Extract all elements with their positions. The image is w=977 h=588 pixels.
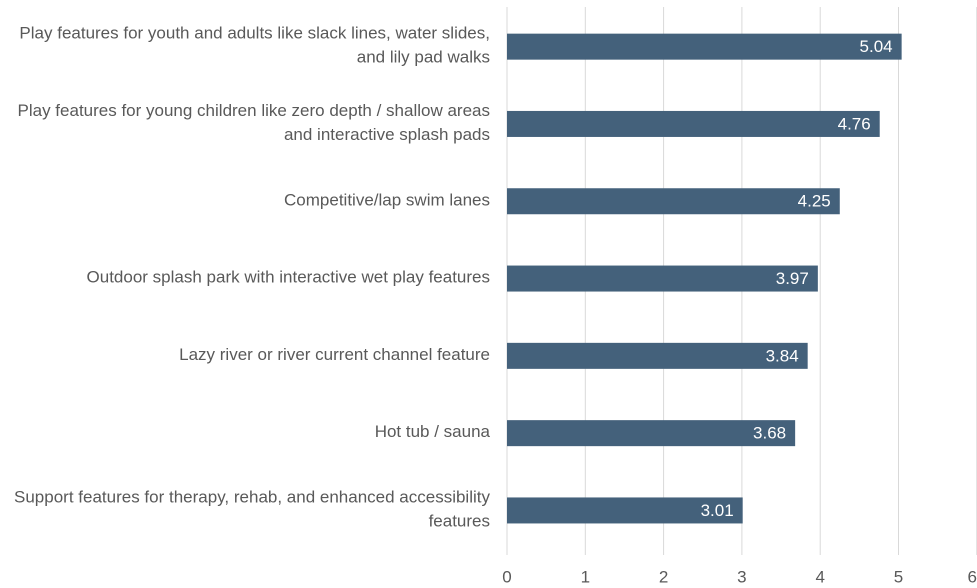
- data-label: 4.76: [838, 114, 871, 133]
- x-tick-label: 2: [659, 567, 668, 586]
- category-label: Play features for youth and adults like …: [19, 24, 490, 67]
- x-tick-label: 4: [815, 567, 824, 586]
- category-label: Support features for therapy, rehab, and…: [14, 488, 490, 531]
- data-label: 3.01: [701, 501, 734, 520]
- x-tick-label: 6: [968, 567, 977, 586]
- bar: [507, 420, 796, 447]
- bar: [507, 188, 840, 215]
- x-tick-label: 5: [894, 567, 903, 586]
- category-label: Competitive/lap swim lanes: [284, 191, 490, 210]
- bar: [507, 265, 818, 292]
- category-label: Lazy river or river current channel feat…: [179, 345, 490, 364]
- category-label: Hot tub / sauna: [375, 423, 491, 442]
- category-label: Outdoor splash park with interactive wet…: [87, 268, 490, 287]
- data-label: 3.97: [776, 269, 809, 288]
- x-tick-label: 1: [581, 567, 590, 586]
- data-label: 3.84: [766, 346, 799, 365]
- data-label: 3.68: [753, 424, 786, 443]
- bar: [507, 497, 743, 524]
- data-label: 5.04: [860, 37, 893, 56]
- x-tick-label: 0: [502, 567, 511, 586]
- bar: [507, 33, 902, 60]
- bar: [507, 342, 808, 369]
- data-label: 4.25: [798, 192, 831, 211]
- x-tick-label: 3: [737, 567, 746, 586]
- category-label: Play features for young children like ze…: [18, 101, 490, 144]
- bar: [507, 110, 880, 137]
